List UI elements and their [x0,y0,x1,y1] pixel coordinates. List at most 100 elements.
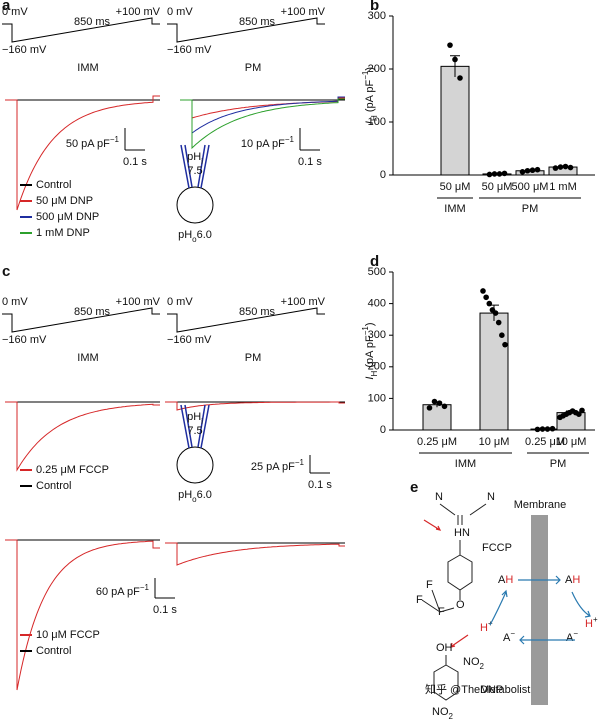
label: FCCP [482,542,512,554]
trace [165,542,345,566]
trace [180,97,345,119]
data-point [495,319,502,326]
text-part: o [192,235,197,244]
pipette [180,144,193,189]
label: N [435,491,443,503]
text-part: I [364,121,376,124]
data-point [486,171,493,178]
label: 0 [380,169,386,181]
data-point [557,164,564,170]
text-part: 50 pA pF [66,138,110,150]
label: 400 [368,298,386,310]
text-part: pH [178,489,192,501]
label: 0 [380,424,386,436]
data-point [552,165,559,171]
label: −160 mV [167,44,212,56]
label: 0 mV [2,6,28,18]
label: Control [36,480,71,492]
label: 1 mM DNP [36,227,90,239]
pipette [180,404,193,449]
text-part: − [573,629,578,638]
bar [479,312,509,431]
text-part: −1 [361,70,370,80]
data-point [567,164,574,171]
data-point [549,425,556,432]
bar [440,65,470,176]
label: b [370,0,379,14]
data-point [529,167,536,174]
protocol [167,17,325,43]
text-part: 10 pA pF [241,138,285,150]
data-point [579,407,585,414]
bond [439,503,487,525]
label: 25 pA pF−1 [251,458,305,473]
bond [447,540,473,591]
text-part: 2 [449,712,454,719]
label: 850 ms [74,16,111,28]
text-part: A [566,632,574,644]
label: 300 [368,10,386,22]
label: PM [245,62,262,74]
data-point [431,398,438,405]
text-part: −1 [110,135,120,144]
trace [180,98,345,150]
label: c [2,263,10,280]
label: +100 mV [281,6,326,18]
label: 50 μM DNP [36,195,93,207]
label: 0 mV [167,296,193,308]
arrow [450,634,469,648]
label: 10 μM [479,436,510,448]
label: pHi [187,151,203,166]
label: Control [36,645,71,657]
data-point [486,300,493,307]
label: DNP [480,684,503,696]
trace [165,401,345,411]
trace [5,539,160,691]
text-part: NO [463,656,480,668]
text-part: H [505,574,513,586]
label: NO2 [463,656,485,671]
label: AH [565,574,580,586]
text-part: (pA pF [364,79,376,115]
label: 0.25 μM [525,436,565,448]
text-part: A [565,574,573,586]
data-point [426,405,433,411]
data-point [501,170,508,177]
data-point [457,75,463,81]
label: AH [498,574,513,586]
label: pHo6.0 [178,489,212,504]
text-part: −1 [140,583,150,592]
label: 0 mV [167,6,193,18]
text-part: − [510,629,515,638]
label: 10 μM FCCP [36,629,100,641]
trace [5,95,160,211]
label: 0 mV [2,296,28,308]
label: +100 mV [281,296,326,308]
text-part: + [593,615,598,624]
label: e [410,479,418,496]
label: F [426,579,433,591]
data-point [576,411,582,418]
text-part: 6.0 [197,489,212,501]
data-point [519,169,526,175]
bond [421,589,455,613]
label: 50 pA pF−1 [66,135,120,150]
text-part: H [480,622,488,634]
label: 0.1 s [153,604,177,616]
label: IMM [444,203,465,215]
label: IMM [455,458,476,470]
text-part: −1 [295,458,305,467]
text-part: A [503,632,511,644]
data-point [447,42,453,48]
text-part: ) [364,322,376,326]
text-part: H [572,574,580,586]
text-part: i [201,157,203,166]
text-part: −1 [285,135,295,144]
label: IMM [77,62,98,74]
label: 0.25 μM FCCP [36,464,109,476]
label: 0.1 s [298,156,322,168]
trace [5,401,160,472]
label: 7.5 [187,425,202,437]
data-point [499,332,505,339]
